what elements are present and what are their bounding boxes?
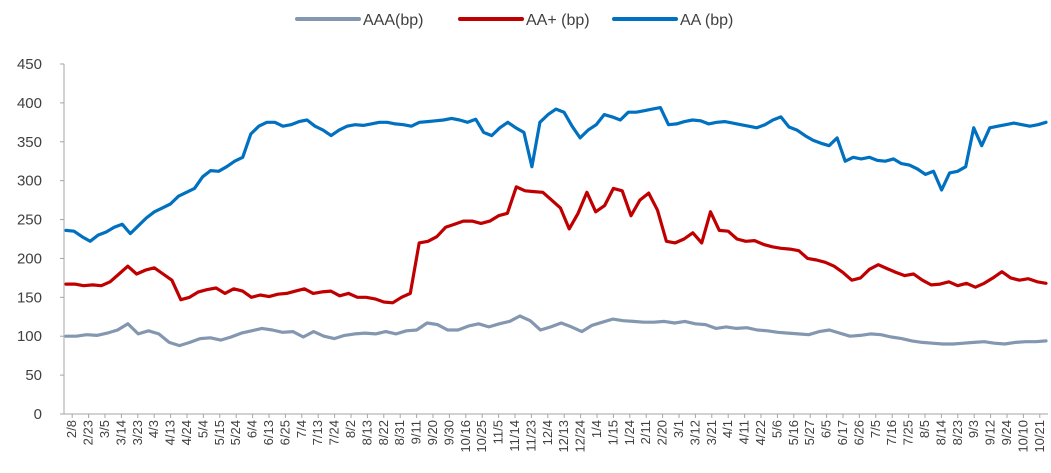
x-tick-label: 5/4 bbox=[195, 420, 210, 438]
x-tick-label: 4/13 bbox=[163, 420, 178, 445]
y-tick-label: 400 bbox=[17, 95, 42, 112]
x-tick-label: 1/4 bbox=[589, 420, 604, 438]
x-tick-label: 7/5 bbox=[868, 420, 883, 438]
y-tick-label: 0 bbox=[34, 406, 42, 423]
x-tick-label: 2/23 bbox=[81, 420, 96, 445]
legend-label: AA+ (bp) bbox=[526, 12, 590, 29]
x-tick-label: 10/16 bbox=[458, 420, 473, 453]
x-tick-label: 4/1 bbox=[720, 420, 735, 438]
x-tick-label: 8/22 bbox=[376, 420, 391, 445]
x-tick-label: 2/20 bbox=[655, 420, 670, 445]
x-tick-label: 11/5 bbox=[491, 420, 506, 444]
y-tick-label: 450 bbox=[17, 56, 42, 73]
x-tick-label: 8/23 bbox=[950, 420, 965, 445]
x-tick-label: 11/23 bbox=[523, 420, 538, 452]
legend-label: AAA(bp) bbox=[363, 12, 423, 29]
x-tick-label: 4/24 bbox=[179, 420, 194, 445]
x-tick-label: 5/27 bbox=[802, 420, 817, 445]
y-axis: 0 50 100 150 200 250 300 350 400 450 bbox=[17, 56, 65, 423]
y-tick-label: 150 bbox=[17, 289, 42, 306]
x-tick-label: 4/11 bbox=[737, 420, 752, 444]
x-tick-label: 6/5 bbox=[819, 420, 834, 438]
y-tick-label: 250 bbox=[17, 212, 42, 229]
x-tick-label: 9/3 bbox=[966, 420, 981, 438]
x-tick-label: 9/24 bbox=[999, 420, 1014, 445]
x-tick-label: 8/14 bbox=[933, 420, 948, 445]
x-tick-label: 10/10 bbox=[1015, 420, 1030, 453]
x-tick-label: 8/13 bbox=[359, 420, 374, 445]
x-tick-label: 3/14 bbox=[113, 420, 128, 445]
y-tick-label: 100 bbox=[17, 328, 42, 345]
x-tick-label: 3/21 bbox=[704, 420, 719, 445]
x-axis: 2/8 2/23 3/5 3/14 3/23 4/3 4/13 4/24 5/4 5/15 5/24… bbox=[64, 413, 1048, 453]
x-tick-label: 1/24 bbox=[622, 420, 637, 445]
x-tick-label: 8/5 bbox=[917, 420, 932, 438]
x-tick-label: 6/17 bbox=[835, 420, 850, 445]
x-tick-label: 9/11 bbox=[409, 420, 424, 444]
x-tick-label: 7/4 bbox=[294, 420, 309, 438]
x-tick-label: 5/6 bbox=[769, 420, 784, 438]
x-tick-label: 8/31 bbox=[392, 420, 407, 445]
x-tick-label: 4/22 bbox=[753, 420, 768, 445]
x-tick-label: 1/15 bbox=[605, 420, 620, 445]
x-tick-label: 9/12 bbox=[983, 420, 998, 445]
x-tick-label: 3/23 bbox=[130, 420, 145, 445]
x-tick-label: 6/25 bbox=[277, 420, 292, 445]
x-tick-label: 7/25 bbox=[901, 420, 916, 445]
y-tick-label: 50 bbox=[25, 367, 42, 384]
series-line-0 bbox=[64, 314, 1048, 348]
x-tick-label: 10/25 bbox=[474, 420, 489, 453]
x-tick-label: 12/4 bbox=[540, 420, 555, 445]
y-tick-label: 300 bbox=[17, 173, 42, 190]
x-tick-label: 9/20 bbox=[425, 420, 440, 445]
x-tick-label: 7/16 bbox=[884, 420, 899, 445]
x-tick-label: 3/1 bbox=[671, 420, 686, 438]
series-line-1 bbox=[64, 185, 1048, 305]
x-tick-label: 6/4 bbox=[245, 420, 260, 438]
x-tick-label: 2/8 bbox=[64, 420, 79, 438]
x-tick-label: 3/5 bbox=[97, 420, 112, 438]
x-tick-label: 10/21 bbox=[1032, 420, 1047, 453]
plot-area bbox=[64, 106, 1048, 348]
y-tick-label: 350 bbox=[17, 134, 42, 151]
y-tick-label: 200 bbox=[17, 250, 42, 267]
x-tick-label: 4/3 bbox=[146, 420, 161, 438]
x-tick-label: 11/14 bbox=[507, 420, 522, 452]
x-tick-label: 8/2 bbox=[343, 420, 358, 438]
legend: AAA(bp) AA+ (bp) AA (bp) bbox=[295, 12, 733, 29]
x-tick-label: 7/13 bbox=[310, 420, 325, 445]
x-tick-label: 12/13 bbox=[556, 420, 571, 453]
series-line-2 bbox=[64, 106, 1048, 243]
x-tick-label: 2/11 bbox=[638, 420, 653, 444]
x-tick-label: 6/13 bbox=[261, 420, 276, 445]
x-tick-label: 5/15 bbox=[212, 420, 227, 445]
x-tick-label: 6/26 bbox=[851, 420, 866, 445]
x-tick-label: 7/24 bbox=[327, 420, 342, 445]
legend-label: AA (bp) bbox=[680, 12, 733, 29]
x-tick-label: 12/24 bbox=[573, 420, 588, 453]
x-tick-label: 9/30 bbox=[441, 420, 456, 445]
x-tick-label: 5/16 bbox=[786, 420, 801, 445]
x-tick-label: 5/24 bbox=[228, 420, 243, 445]
x-tick-label: 3/12 bbox=[687, 420, 702, 445]
